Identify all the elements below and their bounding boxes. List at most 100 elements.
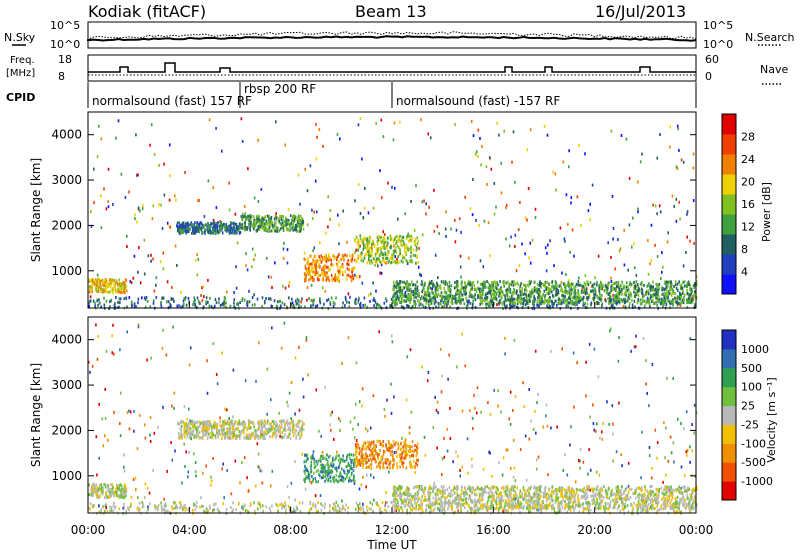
data-point — [287, 228, 289, 232]
data-point — [384, 238, 386, 242]
data-point — [410, 251, 412, 255]
data-point — [366, 249, 368, 253]
data-point — [113, 282, 115, 286]
data-point — [407, 248, 409, 252]
data-point — [622, 507, 625, 511]
data-point — [565, 289, 567, 293]
data-point — [610, 289, 612, 292]
data-point — [669, 291, 671, 295]
data-point — [294, 356, 297, 360]
data-point — [142, 504, 145, 508]
data-point — [492, 504, 494, 508]
data-point — [261, 469, 263, 473]
data-point — [591, 183, 594, 187]
data-point — [516, 289, 518, 293]
data-point — [573, 405, 575, 409]
data-point — [434, 297, 437, 301]
data-point — [371, 502, 374, 506]
data-point — [481, 302, 484, 306]
data-point — [397, 504, 400, 508]
data-point — [440, 509, 443, 513]
data-point — [395, 286, 398, 289]
data-point — [524, 252, 526, 256]
data-point — [426, 290, 429, 293]
data-point — [107, 199, 109, 203]
data-point — [354, 251, 356, 255]
data-point — [301, 425, 303, 429]
data-point — [627, 510, 630, 514]
data-point — [431, 289, 433, 293]
data-point — [295, 505, 298, 509]
data-point — [576, 298, 578, 302]
data-point — [329, 209, 332, 212]
data-point — [552, 170, 554, 174]
data-point — [109, 285, 112, 289]
data-point — [408, 426, 411, 430]
data-point — [553, 286, 555, 290]
data-point — [138, 501, 141, 505]
data-point — [327, 276, 330, 280]
data-point — [499, 280, 501, 284]
data-point — [123, 485, 125, 489]
data-point — [233, 231, 235, 235]
data-point — [406, 281, 409, 285]
data-point — [528, 256, 530, 260]
data-point — [642, 337, 645, 340]
data-point — [247, 167, 249, 171]
data-point — [437, 305, 440, 309]
data-point — [346, 273, 348, 277]
data-point — [310, 298, 313, 302]
data-point — [537, 392, 539, 396]
data-point — [494, 295, 497, 299]
data-point — [433, 302, 436, 306]
data-point — [416, 289, 419, 293]
data-point — [437, 293, 440, 296]
data-point — [232, 415, 234, 419]
data-point — [410, 290, 413, 294]
data-point — [189, 346, 192, 350]
data-point — [511, 292, 514, 296]
data-point — [455, 282, 458, 286]
data-point — [209, 231, 212, 235]
data-point — [111, 278, 114, 282]
data-point — [122, 280, 125, 284]
data-point — [397, 255, 400, 259]
data-point — [286, 248, 289, 252]
data-point — [361, 387, 364, 391]
data-point — [116, 489, 119, 493]
data-point — [597, 301, 599, 305]
data-point — [460, 287, 462, 291]
data-point — [578, 510, 581, 514]
data-point — [109, 290, 112, 294]
data-point — [309, 164, 312, 168]
data-point — [650, 223, 653, 227]
data-point — [672, 377, 674, 381]
data-point — [427, 287, 429, 290]
colorbar-tick-label: 28 — [741, 131, 755, 144]
data-point — [244, 211, 246, 215]
data-point — [360, 258, 363, 262]
data-point — [166, 221, 169, 225]
data-point — [363, 206, 366, 210]
data-point — [342, 265, 344, 269]
data-point — [456, 365, 458, 369]
data-point — [344, 270, 347, 274]
data-point — [119, 297, 122, 301]
data-point — [455, 293, 457, 296]
data-point — [118, 297, 121, 301]
data-point — [303, 251, 306, 255]
data-point — [560, 302, 563, 306]
data-point — [191, 419, 193, 423]
data-point — [588, 293, 590, 297]
data-point — [526, 218, 528, 222]
data-point — [457, 299, 459, 303]
data-point — [187, 422, 190, 426]
data-point — [208, 228, 211, 232]
data-point — [520, 290, 523, 294]
data-point — [612, 301, 615, 305]
data-point — [309, 273, 311, 277]
data-point — [509, 300, 512, 304]
data-point — [673, 501, 675, 505]
data-point — [241, 215, 244, 219]
